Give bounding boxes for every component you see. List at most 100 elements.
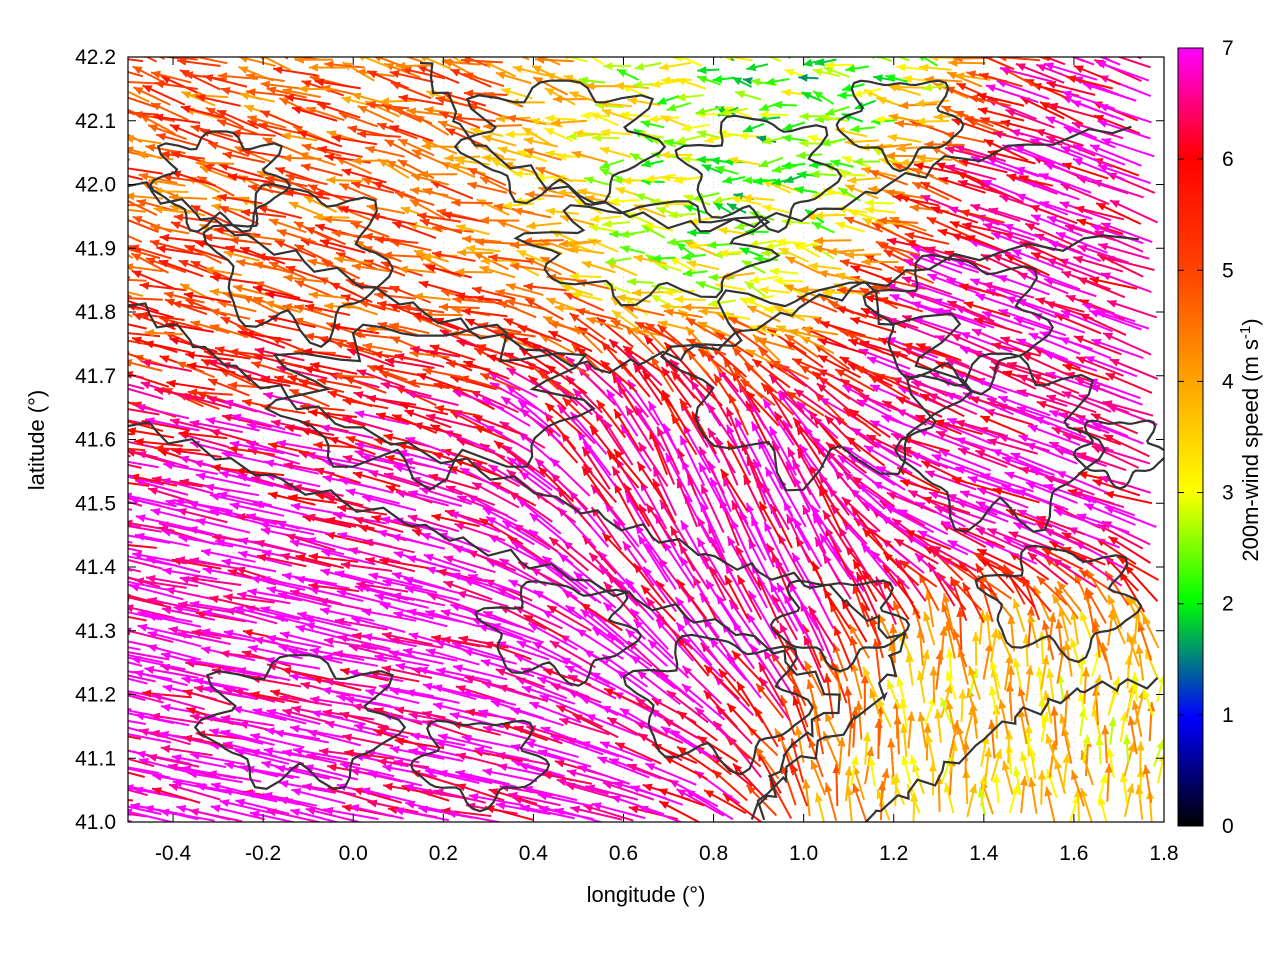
wind-vector xyxy=(220,730,275,746)
wind-vector-head xyxy=(179,478,190,487)
wind-vector-head xyxy=(582,446,591,457)
wind-vector xyxy=(680,519,709,570)
wind-vector xyxy=(128,204,143,207)
wind-vector-head xyxy=(998,699,1007,710)
wind-vector-head xyxy=(975,528,986,536)
wind-vector-head xyxy=(1019,466,1030,475)
wind-vector-head xyxy=(389,687,400,696)
wind-vector-head xyxy=(340,667,350,676)
wind-vector xyxy=(630,654,677,690)
wind-vector-head xyxy=(293,747,303,756)
wind-vector-head xyxy=(1117,556,1128,565)
wind-vector xyxy=(181,677,236,691)
wind-vector-head xyxy=(545,403,555,413)
wind-vector-head xyxy=(452,390,463,398)
wind-vector-head xyxy=(395,662,406,671)
wind-vector xyxy=(659,672,704,709)
wind-vector xyxy=(537,793,593,808)
wind-vector-head xyxy=(1034,416,1045,425)
wind-vector xyxy=(407,490,463,508)
wind-vector xyxy=(368,573,423,589)
wind-vector xyxy=(129,497,184,513)
wind-vector-head xyxy=(130,802,141,811)
wind-vector-head xyxy=(710,566,719,577)
wind-vector xyxy=(266,709,321,725)
wind-vector-head xyxy=(200,646,211,655)
wind-vector-head xyxy=(327,763,337,772)
wind-vector xyxy=(955,466,1009,487)
wind-vector-head xyxy=(878,613,887,624)
wind-vector-head xyxy=(486,516,497,525)
wind-vector-head xyxy=(333,341,344,349)
wind-vector-head xyxy=(758,662,767,673)
wind-vector-head xyxy=(104,455,114,463)
wind-vector-head xyxy=(1049,410,1060,418)
wind-vector-head xyxy=(320,568,331,577)
wind-vector-head xyxy=(179,455,190,464)
wind-vector-head xyxy=(80,461,90,469)
wind-vector-head xyxy=(393,464,404,473)
wind-vector xyxy=(128,646,141,651)
wind-vector-head xyxy=(109,520,119,528)
wind-vector xyxy=(244,767,300,779)
wind-vector-head xyxy=(235,467,246,476)
wind-vector-head xyxy=(383,433,394,442)
wind-vector-head xyxy=(146,556,157,565)
wind-vector xyxy=(162,568,218,581)
wind-vector xyxy=(278,645,333,661)
wind-vector xyxy=(819,533,852,581)
wind-vector-head xyxy=(480,659,491,667)
wind-vector-head xyxy=(716,706,726,716)
wind-vector-head xyxy=(183,689,193,697)
wind-vector-head xyxy=(852,476,863,486)
wind-vector xyxy=(275,615,330,631)
wind-vector xyxy=(128,771,145,778)
wind-vector-head xyxy=(814,792,823,803)
wind-vector xyxy=(633,618,674,660)
wind-vector-head xyxy=(255,539,265,548)
wind-vector-head xyxy=(483,611,494,619)
wind-vector-head xyxy=(520,804,531,813)
wind-vector-head xyxy=(456,339,467,348)
wind-vector-head xyxy=(892,600,901,611)
wind-vector-head xyxy=(915,414,926,423)
wind-vector-head xyxy=(1029,205,1040,213)
wind-vector-head xyxy=(508,791,518,800)
wind-vector xyxy=(90,327,127,341)
wind-vector-head xyxy=(923,611,931,622)
wind-vector xyxy=(604,502,640,548)
wind-vector-head xyxy=(96,412,106,420)
wind-vector-head xyxy=(323,806,334,815)
wind-vector-head xyxy=(1025,482,1036,490)
wind-vector xyxy=(685,789,734,821)
wind-vector-head xyxy=(751,421,760,432)
wind-vector xyxy=(517,399,562,438)
wind-vector-head xyxy=(425,648,436,657)
wind-vector-head xyxy=(321,686,332,695)
wind-vector xyxy=(144,418,200,432)
wind-vector-head xyxy=(802,505,811,516)
wind-vector-head xyxy=(322,708,333,717)
wind-vector-head xyxy=(354,410,365,419)
wind-vector xyxy=(165,499,220,516)
wind-vector xyxy=(266,587,321,602)
wind-vector-head xyxy=(537,676,548,685)
wind-vector-head xyxy=(161,652,171,660)
wind-vector xyxy=(134,713,190,727)
wind-vector-head xyxy=(1006,665,1015,675)
wind-vector xyxy=(437,532,491,553)
wind-vector-head xyxy=(461,690,472,699)
wind-vector xyxy=(303,616,358,632)
wind-vector-head xyxy=(862,528,872,538)
wind-vector-head xyxy=(969,783,978,794)
wind-vector xyxy=(235,799,290,815)
wind-vector-head xyxy=(220,729,231,738)
wind-vector xyxy=(128,674,156,683)
wind-vector xyxy=(425,566,480,586)
wind-vector xyxy=(638,805,684,822)
wind-vector-head xyxy=(810,170,820,179)
wind-vector-head xyxy=(250,691,260,700)
wind-vector-head xyxy=(465,708,476,717)
wind-vector-head xyxy=(189,600,200,609)
wind-vector-head xyxy=(612,466,621,477)
